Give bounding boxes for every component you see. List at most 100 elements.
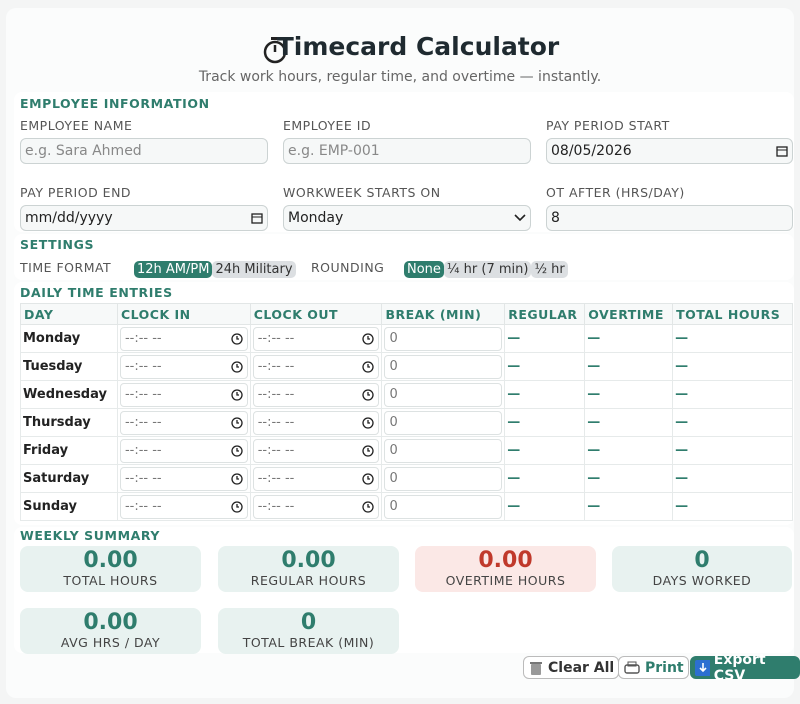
result: — — [587, 499, 601, 514]
cell: 0 — [381, 352, 506, 381]
day-name: Tuesday — [20, 352, 118, 381]
clock-icon — [362, 388, 375, 401]
input-value: 0 — [389, 415, 398, 430]
field-label: WORKWEEK STARTS ON — [283, 185, 441, 200]
time-input[interactable]: --:-- -- — [119, 354, 248, 379]
cell: --:-- -- — [116, 436, 251, 465]
setting-label: ROUNDING — [311, 260, 385, 275]
toggle-option[interactable]: 12h AM/PM — [134, 261, 213, 278]
break-input[interactable]: 0 — [384, 354, 503, 379]
action-button[interactable]: Export CSV — [690, 652, 800, 684]
placeholder: e.g. Sara Ahmed — [25, 143, 142, 159]
column-header: TOTAL HOURS — [672, 303, 793, 325]
toggle-option[interactable]: ¼ hr (7 min) — [443, 261, 532, 278]
time-input[interactable]: --:-- -- — [252, 354, 380, 379]
cell: — — [504, 464, 586, 493]
clock-icon — [362, 472, 375, 485]
clock-icon — [231, 444, 243, 457]
summary-value: 0 — [300, 610, 317, 635]
cell: — — [584, 324, 674, 353]
text-input[interactable]: 08/05/2026 — [546, 138, 793, 164]
input-value: 8 — [551, 210, 560, 226]
cell: — — [672, 436, 793, 465]
action-button[interactable]: Clear All — [523, 656, 620, 679]
time-input[interactable]: --:-- -- — [252, 382, 380, 407]
cell: — — [672, 380, 793, 409]
break-input[interactable]: 0 — [384, 494, 503, 519]
time-input[interactable]: --:-- -- — [119, 494, 248, 519]
input-value: --:-- -- — [257, 443, 295, 458]
time-input[interactable]: --:-- -- — [252, 438, 380, 463]
break-input[interactable]: 0 — [384, 410, 503, 435]
result: — — [587, 443, 601, 458]
time-input[interactable]: --:-- -- — [119, 326, 248, 351]
rounding-toggle: None ¼ hr (7 min) ½ hr — [404, 258, 568, 278]
cell: — — [672, 324, 793, 353]
time-input[interactable]: --:-- -- — [252, 494, 380, 519]
action-button[interactable]: Print — [618, 656, 689, 679]
time-input[interactable]: --:-- -- — [252, 326, 380, 351]
section-heading: SETTINGS — [20, 237, 95, 252]
clock-icon — [231, 332, 243, 345]
cell: --:-- -- — [116, 380, 251, 409]
cell: --:-- -- — [249, 464, 383, 493]
text-input[interactable]: Monday — [283, 205, 531, 231]
summary-label: AVG HRS / DAY — [60, 635, 161, 650]
break-input[interactable]: 0 — [384, 382, 503, 407]
section-heading: DAILY TIME ENTRIES — [20, 285, 173, 300]
summary-card: 0.00 TOTAL HOURS — [20, 546, 201, 592]
result: — — [587, 359, 601, 374]
text-input[interactable]: e.g. EMP-001 — [283, 138, 531, 164]
result: — — [507, 443, 521, 458]
cell: — — [584, 464, 674, 493]
clock-icon — [362, 332, 375, 345]
input-value: --:-- -- — [124, 387, 162, 402]
entry-row: Thursday --:-- -- --:-- -- 0 — — — — [20, 408, 793, 437]
header-row: DAY CLOCK IN CLOCK OUT BREAK (MIN) REGULAR OV… — [20, 303, 793, 325]
input-value: 0 — [389, 443, 398, 458]
toggle-option[interactable]: None — [404, 261, 444, 278]
time-input[interactable]: --:-- -- — [252, 410, 380, 435]
break-input[interactable]: 0 — [384, 466, 503, 491]
cell: 0 — [381, 324, 506, 353]
time-input[interactable]: --:-- -- — [119, 382, 248, 407]
toggle-option[interactable]: ½ hr — [531, 261, 568, 278]
cell: — — [504, 492, 586, 521]
input-value: --:-- -- — [257, 471, 295, 486]
input-value: --:-- -- — [124, 359, 162, 374]
cell: — — [504, 436, 586, 465]
cell: — — [584, 352, 674, 381]
day-name: Sunday — [20, 492, 118, 521]
cell: --:-- -- — [249, 324, 383, 353]
time-input[interactable]: --:-- -- — [119, 466, 248, 491]
time-input[interactable]: --:-- -- — [252, 466, 380, 491]
toggle-option[interactable]: 24h Military — [212, 261, 296, 278]
break-input[interactable]: 0 — [384, 438, 503, 463]
result: — — [507, 499, 521, 514]
result: — — [507, 415, 521, 430]
clock-icon — [362, 500, 375, 513]
break-input[interactable]: 0 — [384, 326, 503, 351]
cell: — — [504, 408, 586, 437]
result: — — [675, 387, 689, 402]
input-value: --:-- -- — [124, 499, 162, 514]
text-input[interactable]: e.g. Sara Ahmed — [20, 138, 268, 164]
input-value: mm/dd/yyyy — [25, 210, 113, 226]
input-value: 0 — [389, 499, 398, 514]
time-input[interactable]: --:-- -- — [119, 410, 248, 435]
cell: 0 — [381, 380, 506, 409]
input-value: 0 — [389, 359, 398, 374]
stopwatch-icon — [263, 37, 287, 64]
text-input[interactable]: 8 — [546, 205, 793, 231]
cell: --:-- -- — [249, 436, 383, 465]
text-input[interactable]: mm/dd/yyyy — [20, 205, 268, 231]
trash-icon — [530, 661, 542, 675]
time-input[interactable]: --:-- -- — [119, 438, 248, 463]
clock-icon — [231, 472, 243, 485]
input-value: Monday — [288, 210, 344, 226]
clock-icon — [231, 388, 243, 401]
clock-icon — [362, 416, 375, 429]
cell: --:-- -- — [116, 464, 251, 493]
field-label: PAY PERIOD START — [546, 118, 670, 133]
